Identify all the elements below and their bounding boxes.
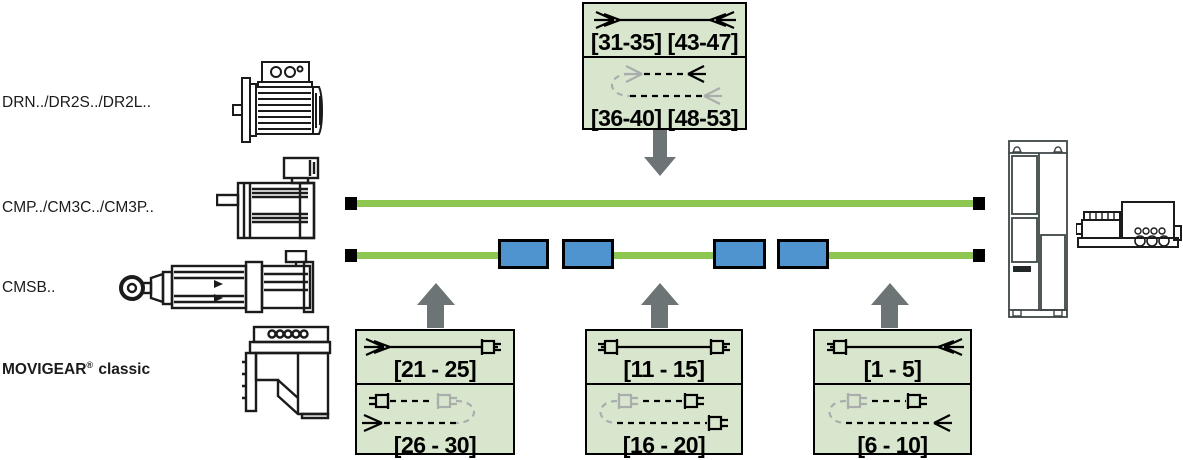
range-label: [11 - 15] (623, 356, 705, 382)
lower-cable-left-terminator (345, 249, 357, 262)
callout-box-1: [21 - 25] [26 - 30] (355, 329, 515, 457)
callout-box-2: [11 - 15] [16 - 20] (585, 329, 743, 457)
cable-open-to-plug-solid-icon (364, 337, 501, 357)
arrow-up-icon-3 (868, 283, 912, 328)
upper-cable-right-terminator (973, 197, 985, 210)
decentral-inverter-drawing (1076, 200, 1183, 250)
servo-motor-drawing (216, 156, 322, 240)
callout-section: [21 - 25] (357, 331, 513, 383)
cable-plug-to-plug-solid-icon (598, 339, 730, 355)
range-label: [21 - 25] (393, 356, 477, 382)
range-label: [1 - 5] (863, 356, 922, 382)
callout-section: [16 - 20] (587, 383, 741, 459)
cable-open-both-ends-solid-icon (593, 10, 736, 30)
range-label: [6 - 10] (857, 432, 928, 458)
movigear-drawing (242, 324, 338, 422)
arrow-up-icon-1 (414, 283, 458, 328)
cable-plug-to-open-solid-icon (826, 337, 964, 357)
lower-cable-right-terminator (973, 249, 985, 262)
callout-box-top: [31-35] [43-47] [36-40] [48-53] (582, 2, 747, 130)
inline-connector-2 (562, 239, 614, 269)
motor-label-movigear: MOVIGEAR® classic (2, 360, 150, 379)
registered-mark: ® (86, 360, 94, 370)
arrow-up-icon-2 (638, 283, 682, 328)
callout-section: [11 - 15] (587, 331, 741, 383)
movigear-brand: MOVIGEAR (2, 361, 87, 379)
cable-branch-plug-open-end-dashed-icon (828, 393, 952, 432)
inline-connector-4 (777, 239, 829, 269)
inline-connector-3 (713, 239, 766, 269)
upper-cable-left-terminator (345, 197, 357, 210)
inverter-cabinet-drawing (1008, 140, 1068, 318)
ac-motor-drawing (232, 60, 326, 146)
arrow-down-icon (640, 130, 680, 176)
electric-cylinder-drawing (118, 250, 316, 316)
motor-label-cmsb: CMSB.. (2, 279, 56, 296)
motor-label-cmp: CMP../CM3C../CM3P.. (2, 199, 154, 216)
lower-cable-segment-1 (345, 252, 503, 259)
callout-box-3: [1 - 5] [6 - 10] (813, 329, 972, 457)
lower-cable-segment-2 (609, 252, 717, 259)
range-label: [36-40] [48-53] (590, 105, 739, 131)
movigear-suffix: classic (98, 361, 151, 379)
upper-cable (345, 200, 985, 207)
callout-section: [6 - 10] (815, 383, 970, 459)
cable-branch-open-ends-dashed-icon (610, 65, 722, 105)
motor-label-drn: DRN../DR2S../DR2L.. (2, 94, 152, 111)
callout-section: [1 - 5] (815, 331, 970, 383)
callout-section: [31-35] [43-47] (584, 4, 745, 56)
cable-branch-plugs-dashed-icon (599, 393, 728, 431)
inline-connector-1 (498, 239, 549, 269)
range-label: [26 - 30] (393, 432, 477, 458)
lower-cable-segment-3 (824, 252, 985, 259)
callout-section: [26 - 30] (357, 383, 513, 459)
range-label: [31-35] [43-47] (590, 29, 739, 55)
callout-section: [36-40] [48-53] (584, 56, 745, 132)
cable-branch-plug-open-dashed-icon (362, 393, 475, 433)
range-label: [16 - 20] (622, 432, 706, 458)
